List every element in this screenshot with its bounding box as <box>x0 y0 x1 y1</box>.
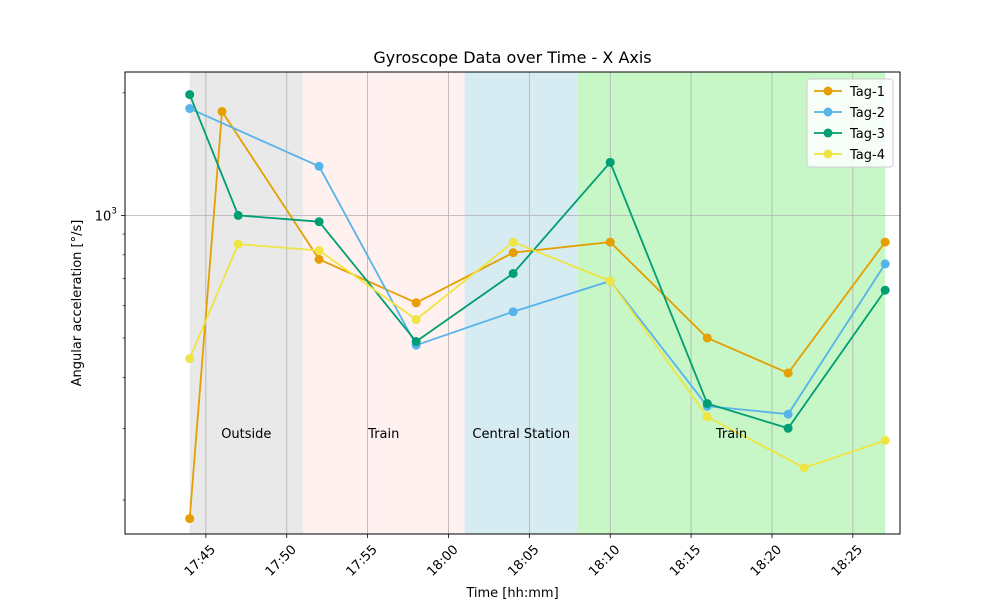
plot-frame <box>124 71 901 535</box>
legend-label-tag-1: Tag-1 <box>849 85 885 100</box>
data-point-tag-4-6 <box>605 276 615 286</box>
legend-box <box>806 78 894 168</box>
data-point-tag-4-5 <box>508 237 518 247</box>
data-point-tag-2-4 <box>508 307 518 317</box>
data-point-tag-3-4 <box>411 337 421 347</box>
data-point-tag-4-7 <box>702 412 712 422</box>
x-tick-label-8: 18:20 <box>748 542 785 579</box>
data-point-tag-1-1 <box>185 514 195 524</box>
data-point-tag-3-5 <box>508 268 518 278</box>
legend-marker-tag-2 <box>823 107 833 117</box>
region-label-1: Outside <box>221 427 271 442</box>
series-line-tag-2 <box>189 107 886 416</box>
legend-label-tag-3: Tag-3 <box>849 127 885 142</box>
data-point-tag-4-3 <box>314 245 324 255</box>
x-tick-label-7: 18:15 <box>667 542 704 579</box>
data-point-tag-1-9 <box>880 237 890 247</box>
y-axis-label: Angular acceleration [°/s] <box>70 220 85 387</box>
legend-label-tag-4: Tag-4 <box>849 148 885 163</box>
x-tick-label-2: 17:50 <box>263 542 300 579</box>
data-point-tag-2-1 <box>185 104 195 114</box>
data-point-tag-4-4 <box>411 315 421 325</box>
x-tick-label-4: 18:00 <box>424 542 461 579</box>
data-point-tag-3-9 <box>880 285 890 295</box>
data-point-tag-1-4 <box>411 298 421 308</box>
data-point-tag-3-2 <box>233 210 243 220</box>
x-tick-label-5: 18:05 <box>505 542 542 579</box>
data-point-tag-1-7 <box>702 333 712 343</box>
legend-marker-tag-1 <box>823 86 833 96</box>
data-point-tag-4-2 <box>233 239 243 249</box>
data-point-tag-1-6 <box>605 237 615 247</box>
data-point-tag-4-9 <box>880 435 890 445</box>
data-point-tag-4-8 <box>799 463 809 473</box>
region-label-3: Central Station <box>472 427 570 442</box>
data-point-tag-2-8 <box>880 259 890 269</box>
legend: Tag-1 Tag-2 Tag-3 Tag-4 <box>806 78 894 168</box>
x-tick-label-6: 18:10 <box>586 542 623 579</box>
data-point-tag-3-8 <box>783 423 793 433</box>
x-tick-label-9: 18:25 <box>829 542 866 579</box>
data-point-tag-1-2 <box>217 106 227 116</box>
region-label-4: Train <box>715 427 747 442</box>
region-label-2: Train <box>367 427 399 442</box>
region-band-3 <box>464 72 578 534</box>
grid-layer <box>125 72 900 534</box>
data-point-tag-3-1 <box>185 90 195 100</box>
series-layer <box>185 90 890 524</box>
chart-title: Gyroscope Data over Time - X Axis <box>373 48 651 67</box>
data-point-tag-1-3 <box>314 254 324 264</box>
regions-layer <box>189 72 886 534</box>
region-labels-layer: Outside Train Central Station Train <box>221 427 747 442</box>
data-point-tag-4-1 <box>185 354 195 364</box>
y-tick-label-1: 103 <box>95 206 117 224</box>
x-tick-label-1: 17:45 <box>182 542 219 579</box>
data-point-tag-1-5 <box>508 248 518 258</box>
legend-marker-tag-4 <box>823 149 833 159</box>
x-axis-label: Time [hh:mm] <box>465 586 558 600</box>
data-point-tag-3-3 <box>314 217 324 227</box>
data-point-tag-2-7 <box>783 409 793 419</box>
data-point-tag-1-8 <box>783 368 793 378</box>
data-point-tag-3-6 <box>605 157 615 167</box>
x-tick-label-3: 17:55 <box>344 542 381 579</box>
data-point-tag-2-2 <box>314 161 324 171</box>
data-point-tag-3-7 <box>702 399 712 409</box>
legend-marker-tag-3 <box>823 128 833 138</box>
legend-label-tag-2: Tag-2 <box>849 106 885 121</box>
